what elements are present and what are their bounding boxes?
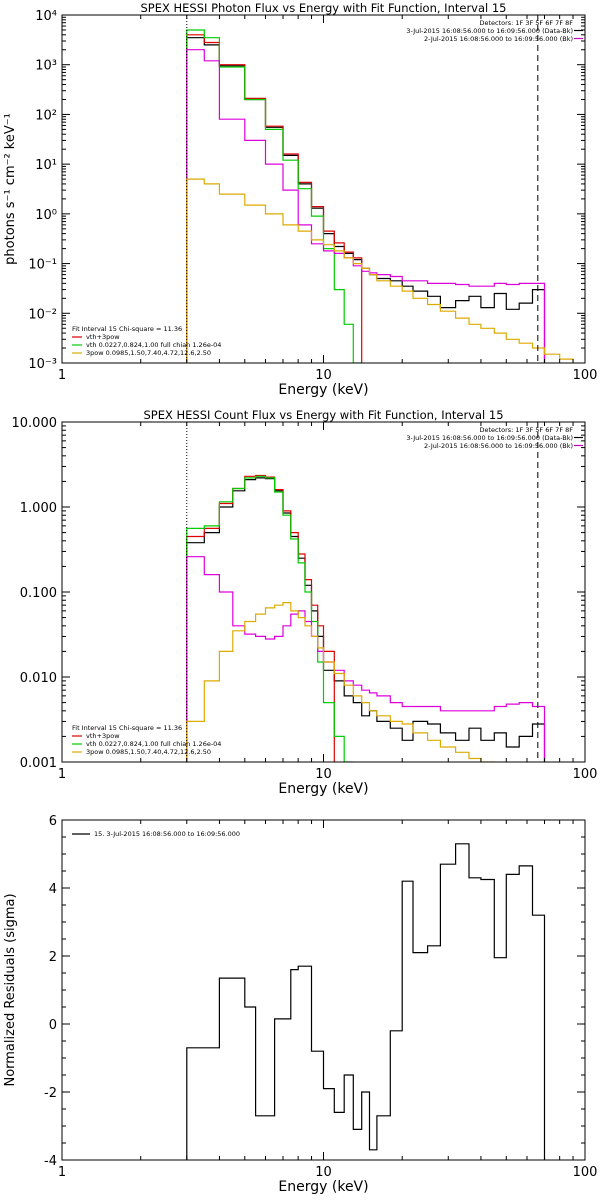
plot-frame	[61, 421, 586, 763]
series-line-5	[186, 602, 495, 762]
x-axis-label: Energy (keV)	[278, 382, 368, 398]
legend-text: vth+3pow	[86, 333, 120, 341]
legend-text: Fit Interval 15 Chi-square = 11.36	[72, 325, 182, 333]
x-tick-label: 10	[315, 767, 332, 782]
y-tick-label: 10²	[35, 108, 57, 123]
chart-title: SPEX HESSI Photon Flux vs Energy with Fi…	[140, 1, 506, 15]
y-tick-label: 10¹	[35, 158, 57, 173]
x-tick-label: 1	[58, 368, 66, 383]
series-line-5	[186, 178, 574, 363]
series-line-1	[186, 37, 546, 363]
series-line-1	[186, 477, 546, 762]
y-tick-label: 2	[49, 950, 57, 965]
x-tick-label: 100	[573, 1165, 598, 1180]
y-tick-label: 1.000	[20, 501, 57, 516]
y-tick-label: 4	[49, 882, 57, 897]
y-tick-label: 10⁻³	[28, 357, 57, 372]
y-tick-label: 10⁻¹	[28, 258, 57, 273]
plot-frame	[61, 14, 586, 364]
y-tick-label: 0.001	[20, 756, 57, 771]
chart-title: SPEX HESSI Count Flux vs Energy with Fit…	[143, 408, 503, 422]
legend-text: 3pow 0.0985,1.50,7.40,4.72,12.6,2.50	[86, 349, 211, 357]
header-text: Detectors: 1F 3F 5F 6F 7F 8F	[479, 426, 573, 434]
y-tick-label: 0.100	[20, 586, 57, 601]
header-text: 3-Jul-2015 16:08:56.000 to 16:09:56.000 …	[406, 434, 573, 442]
y-tick-label: 0.010	[20, 671, 57, 686]
x-axis-label: Energy (keV)	[278, 1179, 368, 1195]
x-tick-label: 1	[58, 1165, 66, 1180]
x-tick-label: 1	[58, 767, 66, 782]
y-tick-label: 0	[49, 1018, 57, 1033]
chart-panel-2: 1 10 100 0.001 0.010 0.100 1.000 10.000 SPEX HES…	[12, 408, 598, 797]
legend-text: vth+3pow	[86, 732, 120, 740]
y-tick-label: 10³	[35, 59, 57, 74]
y-tick-label: 10⁴	[35, 9, 57, 24]
legend-text: Fit Interval 15 Chi-square = 11.36	[72, 724, 182, 732]
chart-panel-1: 1 10 100 10⁻³ 10⁻² 10⁻¹ 10⁰ 10¹ 10² 10³ 10⁴ SPEX HE…	[3, 1, 597, 398]
series-line-2	[186, 34, 363, 363]
legend-text: vth 0.0227,0.824,1.00 full chian 1.26e-0…	[86, 341, 221, 349]
y-tick-label: -4	[44, 1154, 57, 1169]
x-axis-label: Energy (keV)	[278, 781, 368, 797]
x-tick-label: 10	[315, 368, 332, 383]
x-tick-label: 100	[573, 368, 598, 383]
legend-text: vth 0.0227,0.824,1.00 full chian 1.26e-0…	[86, 740, 221, 748]
header-text: 2-Jul-2015 16:08:56.000 to 16:09:56.000 …	[424, 442, 573, 450]
y-tick-label: 10⁰	[35, 208, 57, 223]
x-tick-label: 10	[315, 1165, 332, 1180]
series-line-4	[186, 49, 546, 363]
series-line-1	[186, 843, 546, 1160]
legend-text: 15. 3-Jul-2015 16:08:56.000 to 16:09:56.…	[94, 830, 240, 838]
y-tick-label: 6	[49, 814, 57, 829]
plot-frame	[61, 819, 586, 1161]
y-tick-label: 10.000	[12, 416, 58, 431]
header-text: 2-Jul-2015 16:08:56.000 to 16:09:56.000 …	[424, 35, 573, 43]
chart-panel-3: 1 10 100 -4 -2 0 2 4 6 Energy (keV) Normalized Res…	[3, 814, 597, 1195]
header-text: Detectors: 1F 3F 5F 6F 7F 8F	[479, 19, 573, 27]
series-line-2	[186, 474, 335, 762]
legend-text: 3pow 0.0985,1.50,7.40,4.72,12.6,2.50	[86, 748, 211, 756]
series-line-3	[186, 475, 354, 762]
y-tick-label: -2	[44, 1086, 57, 1101]
y-tick-label: 10⁻²	[28, 307, 57, 322]
x-tick-label: 100	[573, 767, 598, 782]
series-line-4	[186, 556, 546, 762]
header-text: 3-Jul-2015 16:08:56.000 to 16:09:56.000 …	[406, 27, 573, 35]
y-axis-label: Normalized Residuals (sigma)	[3, 893, 18, 1086]
y-axis-label: photons s⁻¹ cm⁻² keV⁻¹	[3, 113, 18, 265]
series-line-3	[186, 29, 362, 363]
